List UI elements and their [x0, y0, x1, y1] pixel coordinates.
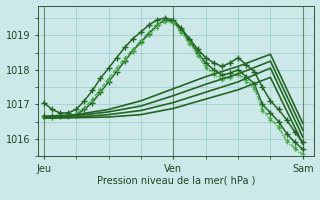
X-axis label: Pression niveau de la mer( hPa ): Pression niveau de la mer( hPa ): [97, 175, 255, 185]
